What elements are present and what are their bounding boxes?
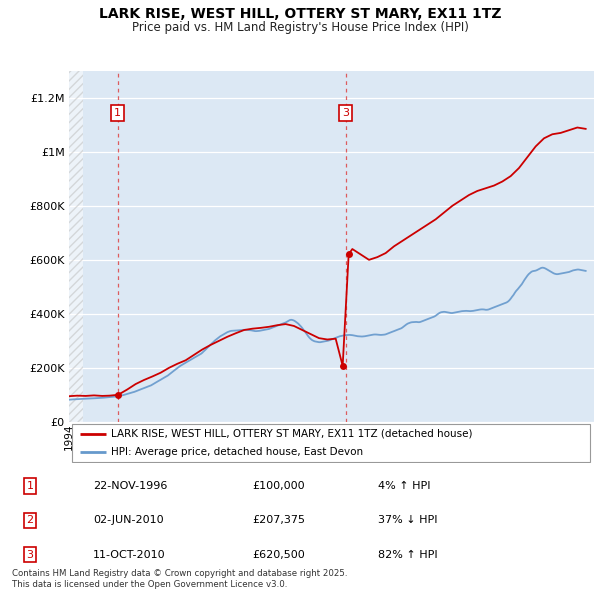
Text: Price paid vs. HM Land Registry's House Price Index (HPI): Price paid vs. HM Land Registry's House …	[131, 21, 469, 34]
Text: 82% ↑ HPI: 82% ↑ HPI	[378, 550, 437, 559]
Text: 4% ↑ HPI: 4% ↑ HPI	[378, 481, 431, 491]
Text: £100,000: £100,000	[252, 481, 305, 491]
Bar	[69, 71, 83, 422]
Text: LARK RISE, WEST HILL, OTTERY ST MARY, EX11 1TZ: LARK RISE, WEST HILL, OTTERY ST MARY, EX…	[99, 7, 501, 21]
Text: HPI: Average price, detached house, East Devon: HPI: Average price, detached house, East…	[111, 447, 363, 457]
Text: Contains HM Land Registry data © Crown copyright and database right 2025.
This d: Contains HM Land Registry data © Crown c…	[12, 569, 347, 589]
Text: 11-OCT-2010: 11-OCT-2010	[93, 550, 166, 559]
Text: 37% ↓ HPI: 37% ↓ HPI	[378, 516, 437, 525]
Text: LARK RISE, WEST HILL, OTTERY ST MARY, EX11 1TZ (detached house): LARK RISE, WEST HILL, OTTERY ST MARY, EX…	[111, 429, 473, 439]
Text: 1: 1	[114, 108, 121, 118]
Text: £620,500: £620,500	[252, 550, 305, 559]
Text: 1: 1	[26, 481, 34, 491]
Text: 2: 2	[26, 516, 34, 525]
Text: 3: 3	[342, 108, 349, 118]
Text: 3: 3	[26, 550, 34, 559]
Text: 22-NOV-1996: 22-NOV-1996	[93, 481, 167, 491]
FancyBboxPatch shape	[71, 424, 590, 462]
Text: 02-JUN-2010: 02-JUN-2010	[93, 516, 164, 525]
Text: £207,375: £207,375	[252, 516, 305, 525]
